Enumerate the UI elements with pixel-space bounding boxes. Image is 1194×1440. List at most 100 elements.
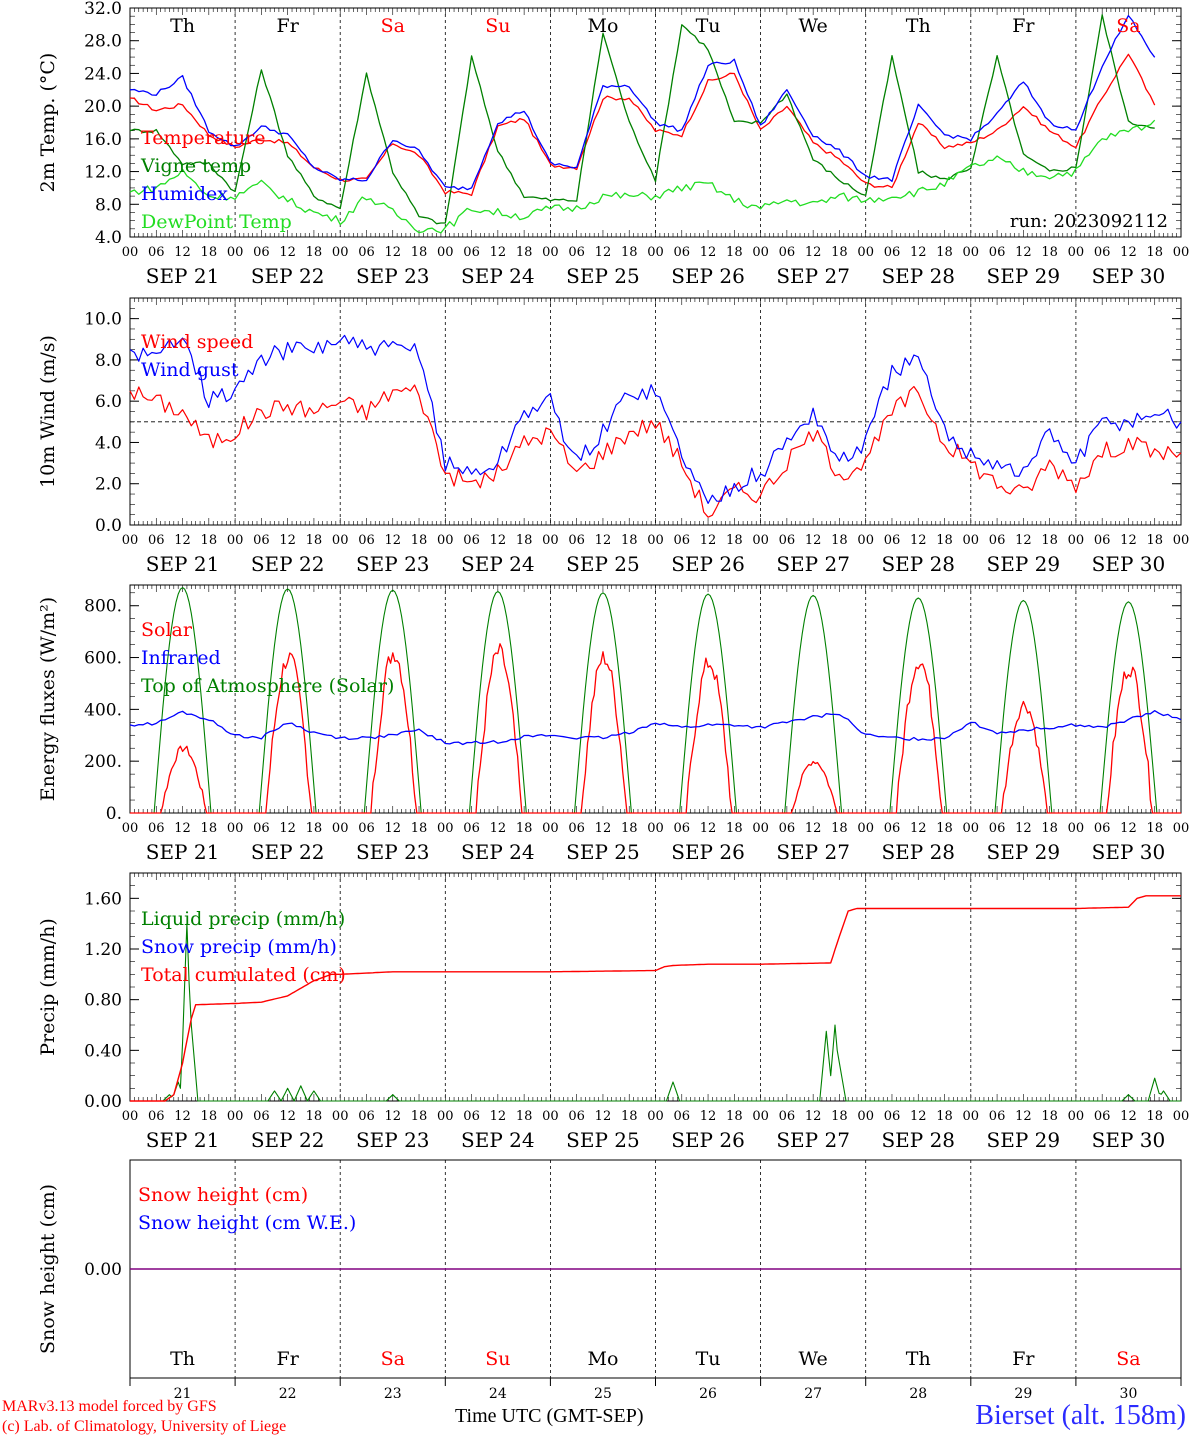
date-tick-label: SEP 28 <box>881 552 955 576</box>
weekday-label: Su <box>485 15 510 37</box>
date-tick-label: SEP 27 <box>776 264 850 288</box>
hour-tick-label: 18 <box>621 1109 638 1124</box>
hour-tick-label: 06 <box>1094 245 1111 260</box>
legend-entry: Temperature <box>141 127 265 149</box>
hour-tick-label: 06 <box>779 821 796 836</box>
date-tick-label: SEP 24 <box>461 840 535 864</box>
y-tick-label: 0.00 <box>84 1260 122 1280</box>
date-tick-label: SEP 25 <box>566 264 640 288</box>
hour-tick-label: 18 <box>1041 1109 1058 1124</box>
hour-tick-label: 00 <box>963 533 980 548</box>
hour-tick-label: 06 <box>779 533 796 548</box>
hour-tick-label: 12 <box>1015 533 1032 548</box>
y-tick-label: 2.0 <box>95 475 122 495</box>
y-tick-label: 8.0 <box>95 351 122 371</box>
hour-tick-label: 12 <box>490 821 507 836</box>
date-tick-label: SEP 26 <box>671 552 745 576</box>
date-tick-label: SEP 26 <box>671 264 745 288</box>
hour-tick-label: 06 <box>463 1109 480 1124</box>
hour-tick-label: 12 <box>805 821 822 836</box>
hour-tick-label: 00 <box>437 821 454 836</box>
y-tick-label: 4.0 <box>95 433 122 453</box>
hour-tick-label: 06 <box>253 821 270 836</box>
day-number-label: 30 <box>1120 1386 1138 1402</box>
panel-frame <box>129 297 1182 526</box>
hour-tick-label: 18 <box>1041 245 1058 260</box>
hour-tick-label: 00 <box>752 533 769 548</box>
date-tick-label: SEP 30 <box>1092 1128 1166 1152</box>
hour-tick-label: 00 <box>227 1109 244 1124</box>
hour-tick-label: 18 <box>201 821 218 836</box>
date-tick-label: SEP 22 <box>251 552 325 576</box>
date-tick-label: SEP 30 <box>1092 552 1166 576</box>
hour-tick-label: 18 <box>516 533 533 548</box>
hour-tick-label: 12 <box>174 533 191 548</box>
hour-tick-label: 18 <box>516 245 533 260</box>
y-axis-label: 2m Temp. (°C) <box>37 53 59 193</box>
date-tick-label: SEP 25 <box>566 552 640 576</box>
hour-tick-label: 06 <box>568 1109 585 1124</box>
hour-tick-label: 06 <box>253 245 270 260</box>
wind-series-line <box>129 384 1182 518</box>
date-tick-label: SEP 23 <box>356 840 430 864</box>
legend-entry: Snow height (cm W.E.) <box>138 1212 356 1234</box>
hour-tick-label: 12 <box>490 245 507 260</box>
hour-tick-label: 06 <box>148 533 165 548</box>
legend-entry: Total cumulated (cm) <box>141 964 346 986</box>
hour-tick-label: 06 <box>884 1109 901 1124</box>
date-tick-label: SEP 27 <box>776 840 850 864</box>
hour-tick-label: 00 <box>857 821 874 836</box>
hour-tick-label: 00 <box>332 245 349 260</box>
hour-tick-label: 12 <box>1120 1109 1137 1124</box>
date-tick-label: SEP 23 <box>356 1128 430 1152</box>
hour-tick-label: 12 <box>910 821 927 836</box>
hour-tick-label: 18 <box>1041 533 1058 548</box>
hour-tick-label: 18 <box>516 821 533 836</box>
hour-tick-label: 18 <box>831 533 848 548</box>
y-tick-label: 20.0 <box>84 97 122 117</box>
hour-tick-label: 18 <box>1041 821 1058 836</box>
hour-tick-label: 00 <box>752 821 769 836</box>
date-tick-label: SEP 21 <box>146 840 220 864</box>
hour-tick-label: 12 <box>910 1109 927 1124</box>
hour-tick-label: 18 <box>621 821 638 836</box>
hour-tick-label: 06 <box>568 533 585 548</box>
y-tick-label: 28.0 <box>84 32 122 52</box>
date-tick-label: SEP 27 <box>776 1128 850 1152</box>
y-tick-label: 24.0 <box>84 64 122 84</box>
hour-tick-label: 06 <box>253 1109 270 1124</box>
hour-tick-label: 00 <box>227 245 244 260</box>
wind-series-line <box>129 334 1182 504</box>
hour-tick-label: 12 <box>700 245 717 260</box>
hour-tick-label: 00 <box>1068 533 1085 548</box>
hour-tick-label: 06 <box>463 821 480 836</box>
hour-tick-label: 00 <box>332 821 349 836</box>
hour-tick-label: 12 <box>910 533 927 548</box>
date-tick-label: SEP 24 <box>461 1128 535 1152</box>
hour-tick-label: 00 <box>752 245 769 260</box>
hour-tick-label: 12 <box>384 821 401 836</box>
legend-entry: Humidex <box>141 183 228 205</box>
y-tick-label: 6.0 <box>95 392 122 412</box>
hour-tick-label: 12 <box>595 533 612 548</box>
weekday-label: Mo <box>587 15 618 37</box>
y-tick-label: 200. <box>84 752 122 772</box>
y-tick-label: 12.0 <box>84 163 122 183</box>
legend-entry: Wind gust <box>141 359 239 381</box>
hour-tick-label: 00 <box>542 1109 559 1124</box>
hour-tick-label: 00 <box>1068 245 1085 260</box>
cumulated-precip-line <box>130 895 1181 1102</box>
hour-tick-label: 18 <box>936 1109 953 1124</box>
model-credit-line2: (c) Lab. of Climatology, University of L… <box>2 1418 287 1435</box>
hour-tick-label: 18 <box>621 245 638 260</box>
hour-tick-label: 06 <box>779 1109 796 1124</box>
hour-tick-label: 06 <box>884 533 901 548</box>
hour-tick-label: 00 <box>542 245 559 260</box>
hour-tick-label: 18 <box>201 533 218 548</box>
hour-tick-label: 18 <box>831 821 848 836</box>
hour-tick-label: 00 <box>122 821 139 836</box>
date-tick-label: SEP 23 <box>356 552 430 576</box>
weekday-label: Sa <box>381 1348 405 1370</box>
hour-tick-label: 06 <box>358 245 375 260</box>
